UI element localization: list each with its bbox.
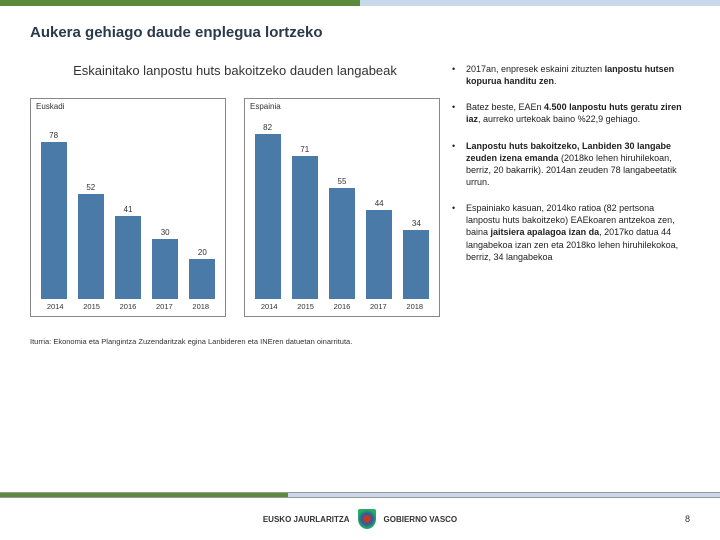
chart-label: Espainia [245, 99, 439, 114]
bar: 82 [255, 123, 281, 299]
bar-value-label: 78 [49, 131, 58, 140]
bar-chart: Espainia 82 71 55 44 34 2014 2015 2016 2017 2018 [244, 98, 440, 317]
x-tick: 2018 [402, 302, 428, 311]
chart-source: Iturria: Ekonomia eta Plangintza Zuzenda… [30, 337, 440, 346]
bullet-text: Lanpostu huts bakoitzeko, Lanbiden 30 la… [466, 140, 690, 189]
bar-value-label: 41 [124, 205, 133, 214]
gov-logos: EUSKO JAURLARITZA GOBIERNO VASCO [263, 509, 457, 529]
bar: 41 [115, 205, 141, 299]
bullet-marker: • [452, 140, 466, 189]
x-tick: 2015 [79, 302, 105, 311]
bar-value-label: 52 [86, 183, 95, 192]
x-tick: 2017 [151, 302, 177, 311]
x-tick: 2014 [42, 302, 68, 311]
x-tick: 2015 [293, 302, 319, 311]
bar: 34 [403, 219, 429, 298]
bar: 52 [78, 183, 104, 299]
bar-value-label: 44 [375, 199, 384, 208]
chart-section-title: Eskainitako lanpostu huts bakoitzeko dau… [50, 63, 420, 80]
bar-value-label: 55 [338, 177, 347, 186]
x-tick: 2016 [329, 302, 355, 311]
bullet-marker: • [452, 63, 466, 87]
page-title: Aukera gehiago daude enplegua lortzeko [30, 24, 690, 41]
bar-value-label: 71 [300, 145, 309, 154]
bar-value-label: 30 [161, 228, 170, 237]
bar: 20 [189, 248, 215, 299]
bar: 44 [366, 199, 392, 299]
bullet-list: •2017an, enpresek eskaini zituzten lanpo… [452, 63, 690, 346]
bar: 55 [329, 177, 355, 299]
bullet-item: •2017an, enpresek eskaini zituzten lanpo… [452, 63, 690, 87]
bullet-item: •Espainiako kasuan, 2014ko ratioa (82 pe… [452, 202, 690, 263]
bar-chart: Euskadi 78 52 41 30 20 2014 2015 2016 2017 2018 [30, 98, 226, 317]
bar: 71 [292, 145, 318, 299]
bar-value-label: 34 [412, 219, 421, 228]
page-number: 8 [685, 514, 690, 524]
chart-label: Euskadi [31, 99, 225, 114]
logo-text-eu: EUSKO JAURLARITZA [263, 515, 350, 524]
footer: EUSKO JAURLARITZA GOBIERNO VASCO 8 [0, 492, 720, 540]
bullet-text: Batez beste, EAEn 4.500 lanpostu huts ge… [466, 101, 690, 125]
bar: 30 [152, 228, 178, 299]
bullet-item: •Batez beste, EAEn 4.500 lanpostu huts g… [452, 101, 690, 125]
logo-text-es: GOBIERNO VASCO [384, 515, 458, 524]
bullet-text: Espainiako kasuan, 2014ko ratioa (82 per… [466, 202, 690, 263]
bar-value-label: 20 [198, 248, 207, 257]
bullet-marker: • [452, 202, 466, 263]
x-tick: 2018 [188, 302, 214, 311]
shield-icon [358, 509, 376, 529]
x-tick: 2014 [256, 302, 282, 311]
chart-section: Eskainitako lanpostu huts bakoitzeko dau… [30, 63, 440, 346]
x-tick: 2016 [115, 302, 141, 311]
bar-value-label: 82 [263, 123, 272, 132]
bullet-marker: • [452, 101, 466, 125]
bullet-item: •Lanpostu huts bakoitzeko, Lanbiden 30 l… [452, 140, 690, 189]
x-tick: 2017 [365, 302, 391, 311]
bullet-text: 2017an, enpresek eskaini zituzten lanpos… [466, 63, 690, 87]
bar: 78 [41, 131, 67, 299]
